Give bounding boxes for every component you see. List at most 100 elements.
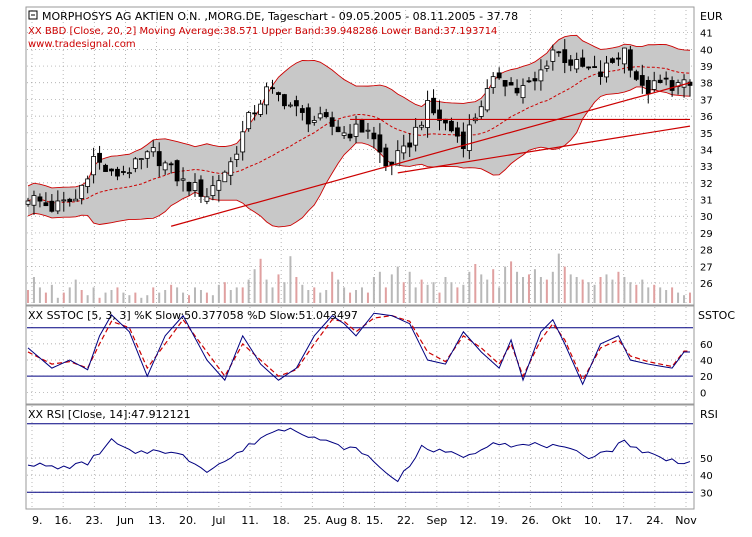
rsi-label: RSI: [700, 408, 718, 421]
volume-bar: [152, 287, 155, 303]
x-tick-label: 10.: [584, 514, 602, 527]
volume-bar: [689, 292, 691, 303]
volume-bar: [337, 279, 340, 303]
candle-body: [31, 195, 37, 206]
rsi-tick: 30: [700, 488, 713, 499]
volume-bar: [128, 295, 131, 303]
volume-bar: [569, 274, 572, 303]
volume-bar: [641, 279, 644, 303]
price-tick: 30: [700, 212, 713, 223]
volume-bar: [629, 282, 632, 303]
volume-bar: [104, 292, 107, 303]
volume-bar: [38, 287, 41, 303]
candle-body: [621, 47, 627, 65]
candle-body: [616, 57, 621, 60]
x-tick-label: 11.: [241, 514, 259, 527]
candle-body: [657, 79, 663, 83]
candle-body: [526, 80, 532, 83]
sstoc-tick: 20: [700, 372, 713, 383]
volume-bar: [360, 287, 363, 303]
x-tick-label: 25.: [304, 514, 322, 527]
price-tick: 32: [700, 179, 713, 190]
candle-body: [293, 100, 299, 107]
volume-bar: [32, 277, 35, 303]
volume-bar: [283, 282, 286, 303]
volume-bar: [647, 287, 650, 303]
candle-body: [288, 104, 293, 107]
main-title: MORPHOSYS AG AKTIEN O.N. ,MORG.DE, Tages…: [42, 10, 518, 23]
volume-bar: [140, 297, 143, 303]
candle-body: [604, 62, 609, 78]
candle-body: [466, 124, 472, 151]
candle-body: [115, 168, 120, 177]
candle-body: [490, 76, 496, 88]
candle-body: [586, 66, 592, 69]
x-tick-label: 9.: [32, 514, 43, 527]
candle-body: [592, 66, 597, 68]
volume-bar: [492, 269, 495, 303]
volume-bars: [27, 253, 691, 303]
volume-bar: [355, 290, 358, 303]
volume-bar: [253, 269, 256, 303]
x-tick-label: 26.: [522, 514, 540, 527]
volume-bar: [611, 279, 614, 303]
x-tick-label: Nov: [675, 514, 697, 527]
volume-bar: [539, 277, 542, 303]
site-label: www.tradesignal.com: [28, 39, 136, 50]
candle-body: [234, 153, 240, 160]
rsi-tick: 50: [700, 454, 713, 465]
volume-bar: [349, 292, 352, 303]
candle-body: [580, 57, 586, 67]
candle-body: [282, 94, 287, 107]
volume-bar: [408, 271, 411, 303]
volume-bar: [438, 292, 441, 303]
volume-bar: [313, 287, 316, 303]
rsi-tick: 40: [700, 471, 713, 482]
volume-bar: [587, 282, 590, 303]
bollinger-bands: [27, 34, 691, 228]
candle-body: [669, 80, 675, 91]
candle-body: [341, 132, 347, 136]
volume-bar: [44, 292, 47, 303]
volume-bar: [265, 279, 268, 303]
volume-bar: [86, 295, 89, 303]
candle-body: [103, 164, 108, 172]
candle-body: [562, 49, 568, 64]
sstoc-tick: 40: [700, 356, 713, 367]
candle-body: [407, 142, 413, 148]
volume-bar: [199, 290, 202, 303]
candle-body: [61, 199, 67, 202]
volume-bar: [623, 277, 626, 303]
moving-average-line: [27, 66, 691, 204]
candle-body: [449, 120, 454, 132]
candle-body: [377, 134, 383, 153]
volume-bar: [378, 271, 381, 303]
x-tick-label: 13.: [148, 514, 166, 527]
candle-body: [645, 79, 651, 95]
volume-bar: [331, 271, 334, 303]
candle-body: [365, 129, 371, 132]
sstoc-title: XX SSTOC [5, 3, 3] %K Slow:50.377058 %D …: [28, 309, 358, 322]
volume-bar: [98, 297, 101, 303]
x-tick-label: 16.: [54, 514, 72, 527]
price-tick: 33: [700, 162, 713, 173]
volume-bar: [504, 266, 507, 303]
volume-bar: [402, 282, 405, 303]
volume-bar: [527, 274, 530, 303]
x-tick-label: 23.: [86, 514, 104, 527]
volume-bar: [480, 274, 483, 303]
volume-bar: [444, 277, 447, 303]
volume-bar: [307, 290, 310, 303]
candle-body: [91, 156, 97, 176]
candle-body: [156, 151, 162, 167]
price-tick: 41: [700, 29, 713, 40]
volume-bar: [259, 258, 262, 303]
trendlines: [170, 82, 691, 227]
candle-body: [556, 51, 562, 54]
candle-body: [598, 71, 603, 77]
x-tick-label: 20.: [179, 514, 197, 527]
candle-body: [55, 200, 61, 212]
volume-bar: [516, 271, 519, 303]
volume-bar: [617, 271, 620, 303]
candle-body: [508, 82, 514, 86]
